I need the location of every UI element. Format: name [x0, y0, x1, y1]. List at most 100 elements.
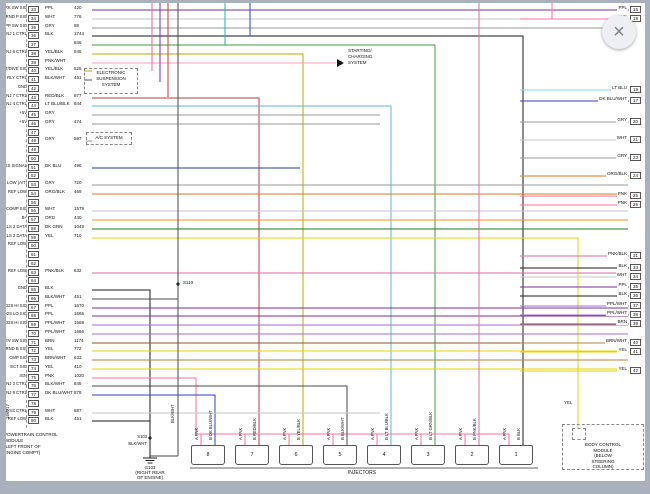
right-pin-39: 39 [630, 320, 641, 327]
pcm-pin-35-wire: GRY [44, 23, 56, 29]
injector-8-pin-b-label: B DK BLU/WHT [208, 410, 213, 440]
right-pin-21: 21 [630, 136, 641, 143]
pcm-pin-56-label: FUEL COMP SIG [0, 206, 27, 211]
pcm-pin-50: 50 [28, 155, 39, 162]
splice-s110-label: S110 [183, 280, 194, 285]
splice-dot [176, 282, 180, 286]
right-pin-20-wire: GRY [616, 117, 628, 123]
injector-8-pin-a-label: A PNK [194, 427, 199, 440]
pcm-pin-47: 47 [28, 129, 39, 136]
splice-dot [148, 436, 152, 440]
pcm-pin-54-circuit: 469 [73, 189, 83, 195]
pcm-pin-36-circuit: 1744 [73, 31, 86, 37]
pcm-pin-53-wire: GRY [44, 180, 56, 186]
pcm-pin-76-label: INJ 3 CTRL [5, 381, 27, 386]
pcm-pin-39: 39 [28, 59, 39, 66]
pcm-pin-73: 73 [28, 356, 39, 363]
pcm-pin-37-circuit: 846 [73, 40, 83, 46]
pcm-pin-65: 65 [28, 286, 39, 293]
pcm-pin-59-circuit: 710 [73, 233, 83, 239]
close-button[interactable]: × [602, 15, 636, 49]
pcm-pin-43-label: INJ 7 CTRL [5, 93, 27, 98]
pcm-pin-67: 67 [28, 304, 39, 311]
pcm-pin-71-circuit: 1174 [73, 338, 85, 344]
pcm-pin-52: 52 [28, 172, 39, 179]
pcm-pin-48-circuit: 597 [73, 136, 83, 142]
pcm-pin-78: 78 [28, 400, 39, 407]
right-pin-24: 24 [630, 172, 641, 179]
pcm-pin-40: 40 [28, 67, 39, 74]
right-pin-17: 17 [630, 97, 641, 104]
pcm-pin-48-wire: GRY [44, 136, 56, 142]
pcm-pin-57-circuit: 440 [73, 215, 83, 221]
right-pin-40: 40 [630, 339, 641, 346]
pcm-pin-38-label: INJ 6 CTRL [5, 49, 27, 54]
pcm-pin-66-circuit: 451 [73, 294, 83, 300]
pcm-pin-54: 54 [28, 190, 39, 197]
right-pin-26-wire: PNK [616, 200, 628, 206]
pcm-pin-73-label: CMP SIG [9, 355, 27, 360]
right-pin-38-wire: PPL/WHT [605, 310, 628, 316]
pcm-pin-73-wire: BRN/WHT [44, 355, 67, 361]
pcm-pin-33: 33 [28, 6, 39, 13]
pcm-pin-46-wire: GRY [44, 119, 56, 125]
pcm-pin-67-wire: PPL [44, 303, 55, 309]
pcm-pin-35-circuit: 88 [73, 23, 81, 29]
injector-1-pin-a-label: A PNK [502, 427, 507, 440]
pcm-pin-80-circuit: 451 [73, 416, 83, 422]
pcm-pin-68-label: HO2S LO SIG [0, 311, 27, 316]
pcm-pin-38-circuit: 845 [73, 49, 83, 55]
pcm-pin-57-label: B+ [21, 215, 27, 220]
injector-7-connector: 7 [235, 445, 269, 465]
pcm-pin-41-circuit: 451 [73, 75, 83, 81]
pcm-pin-38: 38 [28, 50, 39, 57]
pcm-pin-72-label: PRND B SIG [2, 346, 27, 351]
pcm-module-label: ENGINE COMPT) [4, 450, 41, 455]
right-pin-36: 36 [630, 292, 641, 299]
pcm-pin-71-wire: BRN [44, 338, 56, 344]
ac-system-box [86, 132, 132, 145]
injector-4-pin-a-label: A PNK [370, 427, 375, 440]
injector-7-pin-b-label: B RED/BLK [252, 418, 257, 440]
pcm-pin-77: 77 [28, 391, 39, 398]
pcm-pin-45-label: +5V [19, 110, 27, 115]
pcm-pin-46-label: +5V [19, 119, 27, 124]
pcm-pin-67-label: HO2S HI SIG [1, 303, 27, 308]
starting-charging-label: CHARGING [348, 54, 373, 59]
frame-edge-left [0, 0, 6, 494]
pcm-pin-77-label: INJ 8 CTRL [5, 390, 27, 395]
pcm-module-label: POWERTRAIN CONTROL [4, 432, 58, 437]
pcm-pin-41: 41 [28, 76, 39, 83]
right-pin-41-wire: YEL [617, 347, 628, 353]
bcm-label: BODY CONTROL [585, 442, 621, 447]
pcm-pin-59-wire: YEL [44, 233, 55, 239]
ground-g103-label: OF ENGINE) [136, 475, 164, 480]
injector-3-pin-b-label: B LT GRN/BLK [428, 411, 433, 440]
pcm-pin-44: 44 [28, 102, 39, 109]
injector-6-pin-b-label: B YEL/BLK [296, 419, 301, 440]
pcm-pin-74-label: ECT SIG [10, 364, 27, 369]
starting-charging-label: STARTING/ [348, 48, 372, 53]
pcm-pin-44-wire: LT BLU/BLK [44, 101, 71, 107]
pcm-pin-74: 74 [28, 365, 39, 372]
pcm-pin-33-circuit: 420 [73, 5, 83, 11]
right-pin-25: 25 [630, 192, 641, 199]
electronic-suspension-label: ELECTRONIC [96, 70, 126, 75]
pcm-pin-59: 59 [28, 234, 39, 241]
right-pin-23-wire: GRY [616, 153, 628, 159]
ground-g103-label: (RIGHT REAR [135, 470, 165, 475]
pcm-pin-36-wire: BLK [44, 31, 55, 37]
pcm-pin-76-circuit: 845 [73, 381, 83, 387]
right-pin-26: 26 [630, 201, 641, 208]
starting-charging-label: SYSTEM [348, 60, 367, 65]
pcm-pin-54-wire: ORG/BLK [44, 189, 67, 195]
injector-8-connector: 8 [191, 445, 225, 465]
pcm-pin-40-label: LIFT/DIVE SIG [0, 66, 27, 71]
injector-6-pin-a-label: A PNK [282, 427, 287, 440]
pcm-pin-44-circuit: 844 [73, 101, 83, 107]
right-pin-38: 38 [630, 311, 641, 318]
right-pin-36-wire: BLK [617, 291, 628, 297]
pcm-pin-70: 70 [28, 330, 39, 337]
pcm-pin-46-circuit: 474 [73, 119, 83, 125]
pcm-pin-77-wire: DK BLU/WHT [44, 390, 74, 396]
